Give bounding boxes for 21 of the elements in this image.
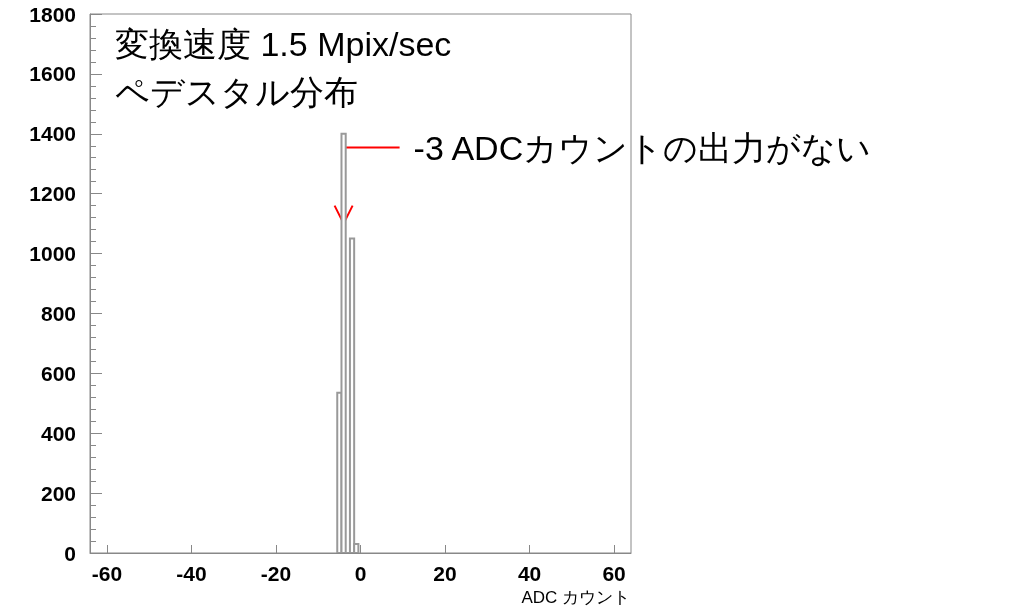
y-tick-label: 800 xyxy=(40,301,76,325)
x-tick-label: 60 xyxy=(602,562,626,585)
x-tick-label: -40 xyxy=(176,562,207,585)
y-tick-label: 1400 xyxy=(29,122,76,146)
x-tick-label: -60 xyxy=(91,562,123,585)
text: ペデスタル分布 xyxy=(115,73,358,111)
y-tick-label: 600 xyxy=(40,361,76,385)
y-tick-label: 400 xyxy=(40,421,76,445)
y-tick-label: 0 xyxy=(64,541,76,565)
y-tick-label: 1800 xyxy=(29,2,76,26)
x-tick-label: 0 xyxy=(354,562,367,585)
chart-title: 変換速度 1.5 Mpix/sec xyxy=(115,25,452,63)
y-tick-label: 1200 xyxy=(29,182,76,206)
annotation: -3 ADCカウントの出力がない xyxy=(413,128,872,167)
y-tick-label: 200 xyxy=(40,481,76,505)
x-tick-label: -20 xyxy=(260,562,292,585)
y-tick-label: 1600 xyxy=(29,62,76,86)
x-axis-title: ADC カウント xyxy=(521,588,630,607)
x-tick-label: 40 xyxy=(517,562,542,585)
y-tick-label: 1000 xyxy=(29,242,76,266)
x-tick-label: 20 xyxy=(433,562,457,585)
